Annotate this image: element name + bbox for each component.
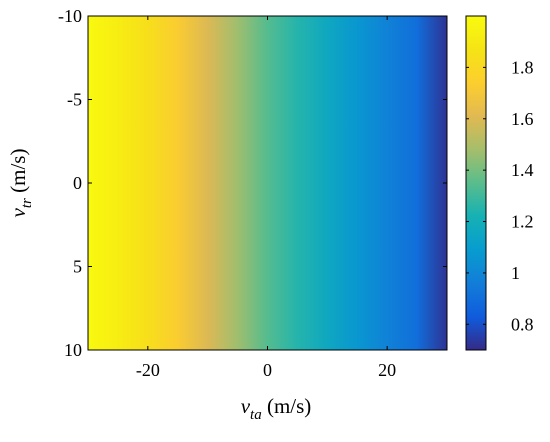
colorbar: 0.8 1 1.2 1.4 1.6 1.8 [465,15,534,351]
x-tick-label: 0 [263,360,272,380]
plot-area: -20 0 20 -10 -5 0 5 10 [58,6,448,380]
y-axis-label-unit: (m/s) [6,149,30,199]
colorbar-tick-label: 1.4 [511,160,534,180]
y-axis-label: vtr (m/s) [6,149,35,218]
y-tick-label: 10 [64,340,82,360]
colorbar-tick-label: 1.8 [511,57,534,77]
x-axis-label: vta (m/s) [241,394,312,423]
colorbar-tick-label: 1 [511,263,520,283]
heatmap-field [88,16,447,350]
colorbar-frame [465,15,487,351]
colorbar-tick-label: 1.2 [511,212,534,232]
y-axis-label-subscript: tr [19,198,35,208]
y-tick-label: 0 [73,173,82,193]
x-axis-label-symbol: v [241,394,251,418]
x-axis-label-subscript: ta [250,407,262,423]
y-axis-label-symbol: v [6,207,30,217]
colorbar-field [466,16,486,350]
y-tick-label: -10 [58,6,82,26]
x-axis-label-unit: (m/s) [262,394,312,418]
y-tick-label: 5 [73,257,82,277]
x-tick-label: 20 [378,360,396,380]
colorbar-tick-label: 1.6 [511,109,534,129]
x-tick-label: -20 [136,360,160,380]
y-tick-label: -5 [67,90,82,110]
colorbar-tick-label: 0.8 [511,314,534,334]
